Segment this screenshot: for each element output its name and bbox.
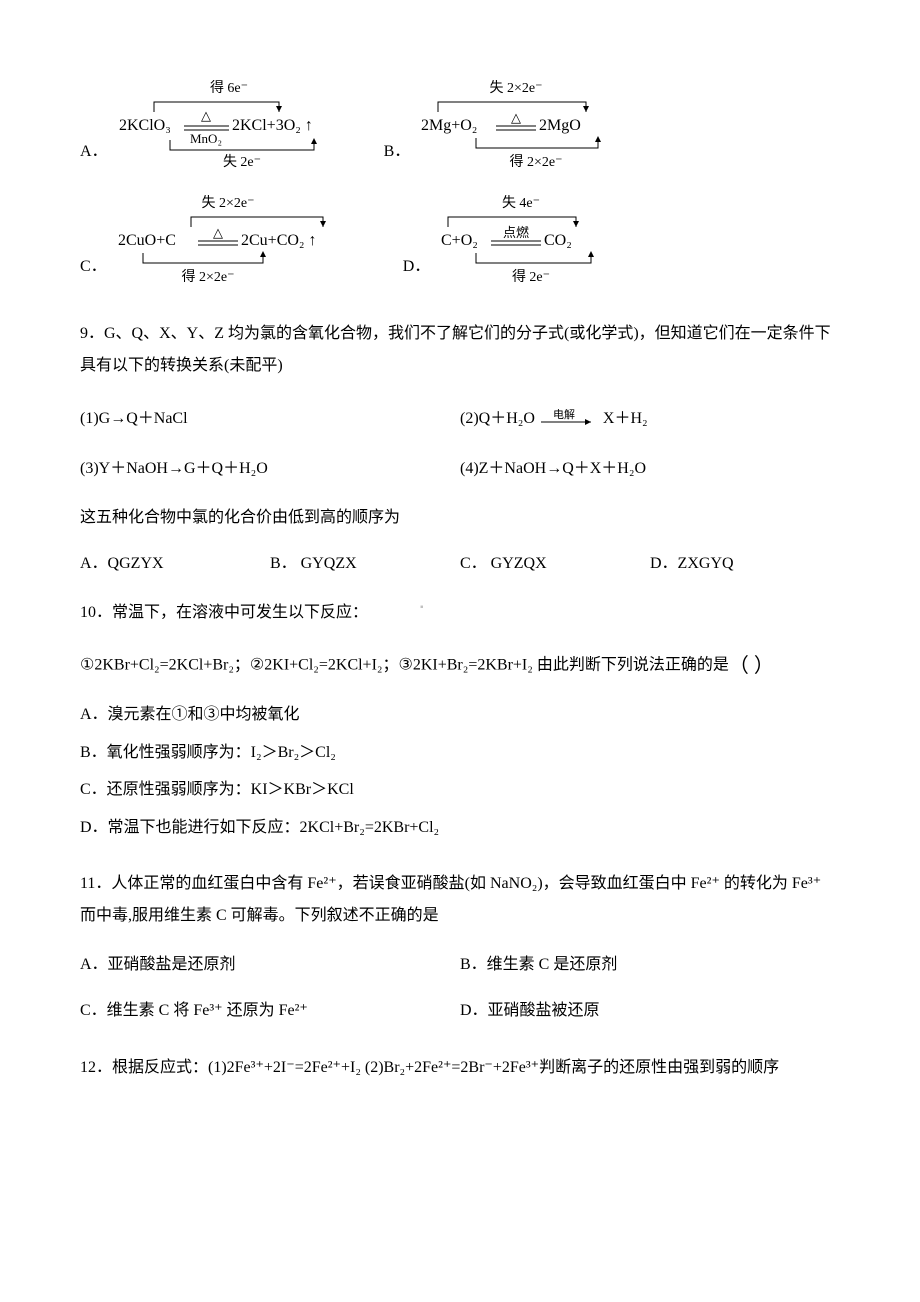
q9-eq4: (4)Z＋NaOH→Q＋X＋H₂O — [460, 456, 840, 482]
q10-choice-a: A．溴元素在①和③中均被氧化 — [80, 702, 840, 728]
option-c-label: C． — [80, 254, 107, 290]
q9-choice-a: A．QGZYX — [80, 551, 270, 577]
q10-choice-b: B．氧化性强弱顺序为：I₂＞Br₂＞Cl₂ — [80, 740, 840, 766]
svg-text:失 4e⁻: 失 4e⁻ — [502, 195, 540, 211]
q11-choice-c: C．维生素 C 将 Fe³⁺ 还原为 Fe²⁺ — [80, 998, 460, 1024]
svg-text:2CuO+C: 2CuO+C — [118, 232, 176, 249]
option-d-label: D． — [403, 254, 431, 290]
q9-choices: A．QGZYX B． GYQZX C． GYZQX D．ZXGYQ — [80, 551, 840, 577]
svg-text:得 2e⁻: 得 2e⁻ — [512, 268, 550, 285]
option-b-label: B． — [384, 139, 411, 175]
q11-choice-d: D．亚硝酸盐被还原 — [460, 998, 840, 1024]
q9-eq2-cond: 电解 — [553, 409, 575, 421]
q11-choices-row2: C．维生素 C 将 Fe³⁺ 还原为 Fe²⁺ D．亚硝酸盐被还原 — [80, 998, 840, 1024]
svg-text:△: △ — [201, 108, 211, 123]
q11-choice-b: B．维生素 C 是还原剂 — [460, 952, 840, 978]
q10-paren: （ ） — [729, 650, 774, 682]
q9-eq2-prefix: (2)Q＋H₂O — [460, 410, 535, 427]
svg-text:失 2e⁻: 失 2e⁻ — [223, 154, 261, 170]
svg-text:2KClO₃: 2KClO₃ — [119, 117, 171, 134]
svg-text:2Cu+CO₂ ↑: 2Cu+CO₂ ↑ — [241, 232, 317, 249]
q9-subtext: 这五种化合物中氯的化合价由低到高的顺序为 — [80, 505, 840, 531]
q11-choices-row1: A．亚硝酸盐是还原剂 B．维生素 C 是还原剂 — [80, 952, 840, 978]
q9-eq3: (3)Y＋NaOH→G＋Q＋H₂O — [80, 456, 460, 482]
q8-option-a: A． 得 6e⁻ 2KClO₃ △ MnO₂ 2KCl+3O₂ ↑ 失 2e⁻ — [80, 80, 344, 175]
q8-eqC: 失 2×2e⁻ 2CuO+C △ 2Cu+CO₂ ↑ 得 2×2e⁻ — [113, 195, 363, 290]
q9-eq-row2: (3)Y＋NaOH→G＋Q＋H₂O (4)Z＋NaOH→Q＋X＋H₂O — [80, 456, 840, 482]
q8-eqA: 得 6e⁻ 2KClO₃ △ MnO₂ 2KCl+3O₂ ↑ 失 2e⁻ — [114, 80, 344, 175]
q8-option-b: B． 失 2×2e⁻ 2Mg+O₂ △ 2MgO 得 2×2e⁻ — [384, 80, 617, 175]
svg-text:失 2×2e⁻: 失 2×2e⁻ — [201, 195, 254, 211]
svg-text:2MgO: 2MgO — [539, 117, 581, 134]
q12-text: 12．根据反应式：(1)2Fe³⁺+2I⁻=2Fe²⁺+I₂ (2)Br₂+2F… — [80, 1052, 840, 1084]
q8-row1: A． 得 6e⁻ 2KClO₃ △ MnO₂ 2KCl+3O₂ ↑ 失 2e⁻ — [80, 80, 840, 175]
svg-text:△: △ — [213, 225, 223, 240]
q9-eq-row1: (1)G→Q＋NaCl (2)Q＋H₂O 电解 X＋H₂ — [80, 406, 840, 432]
q9-choice-c: C． GYZQX — [460, 551, 650, 577]
svg-text:失 2×2e⁻: 失 2×2e⁻ — [490, 80, 543, 96]
q11-choice-a: A．亚硝酸盐是还原剂 — [80, 952, 460, 978]
svg-text:MnO₂: MnO₂ — [190, 131, 222, 146]
q9-choice-d: D．ZXGYQ — [650, 551, 840, 577]
q9-eq2: (2)Q＋H₂O 电解 X＋H₂ — [460, 406, 840, 432]
q11-text: 11．人体正常的血红蛋白中含有 Fe²⁺，若误食亚硝酸盐(如 NaNO₂)，会导… — [80, 868, 840, 932]
option-a-label: A． — [80, 139, 108, 175]
svg-text:得 2×2e⁻: 得 2×2e⁻ — [510, 153, 563, 170]
svg-text:2Mg+O₂: 2Mg+O₂ — [421, 117, 477, 134]
q10-text1: 10．常温下，在溶液中可发生以下反应： ▪ — [80, 600, 840, 626]
svg-text:得 2×2e⁻: 得 2×2e⁻ — [181, 268, 234, 285]
svg-text:C+O₂: C+O₂ — [441, 232, 478, 249]
svg-text:点燃: 点燃 — [503, 225, 529, 240]
q10-choice-d: D．常温下也能进行如下反应：2KCl+Br₂=2KBr+Cl₂ — [80, 815, 840, 841]
q8-row2: C． 失 2×2e⁻ 2CuO+C △ 2Cu+CO₂ ↑ 得 2×2e⁻ D．… — [80, 195, 840, 290]
q9-eq2-suffix: X＋H₂ — [603, 410, 648, 427]
q10-text2-prefix: ①2KBr+Cl₂=2KCl+Br₂；②2KI+Cl₂=2KCl+I₂；③2KI… — [80, 657, 729, 674]
q10-choice-c: C．还原性强弱顺序为：KI＞KBr＞KCl — [80, 777, 840, 803]
svg-text:△: △ — [511, 110, 521, 125]
q8-option-d: D． 失 4e⁻ C+O₂ 点燃 CO₂ 得 2e⁻ — [403, 195, 617, 290]
q8-eqB: 失 2×2e⁻ 2Mg+O₂ △ 2MgO 得 2×2e⁻ — [416, 80, 616, 175]
q8-option-c: C． 失 2×2e⁻ 2CuO+C △ 2Cu+CO₂ ↑ 得 2×2e⁻ — [80, 195, 363, 290]
q8-eqD: 失 4e⁻ C+O₂ 点燃 CO₂ 得 2e⁻ — [436, 195, 616, 290]
eqA-top-annot: 得 6e⁻ — [210, 80, 248, 96]
svg-text:CO₂: CO₂ — [544, 232, 572, 249]
q9-choice-b: B． GYQZX — [270, 551, 460, 577]
center-marker: ▪ — [420, 600, 424, 616]
q10-text2: ①2KBr+Cl₂=2KCl+Br₂；②2KI+Cl₂=2KCl+I₂；③2KI… — [80, 650, 840, 682]
q9-eq1: (1)G→Q＋NaCl — [80, 406, 460, 432]
q9-text: 9．G、Q、X、Y、Z 均为氯的含氧化合物，我们不了解它们的分子式(或化学式)，… — [80, 318, 840, 382]
svg-text:2KCl+3O₂ ↑: 2KCl+3O₂ ↑ — [232, 117, 313, 134]
